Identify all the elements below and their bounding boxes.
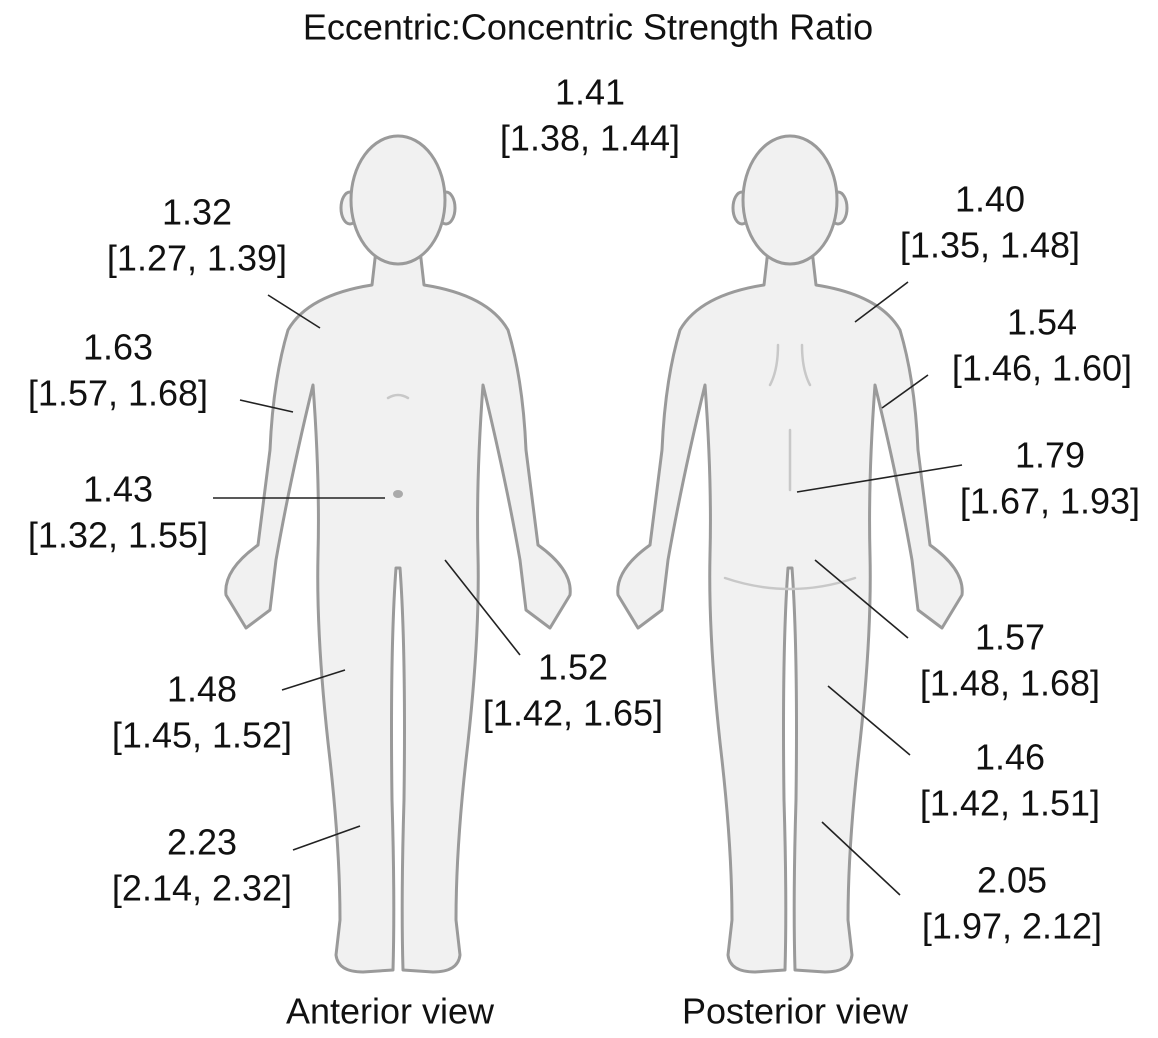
ratio-value: 1.40 bbox=[955, 179, 1025, 220]
ratio-value: 1.41 bbox=[555, 72, 625, 113]
ratio-value: 1.54 bbox=[1007, 302, 1077, 343]
ratio-ci: [1.32, 1.55] bbox=[28, 515, 208, 556]
ratio-ci: [1.67, 1.93] bbox=[960, 481, 1140, 522]
view-label: Posterior view bbox=[682, 991, 909, 1032]
ratio-value: 2.23 bbox=[167, 822, 237, 863]
ratio-value: 1.79 bbox=[1015, 435, 1085, 476]
ratio-value: 1.48 bbox=[167, 669, 237, 710]
ratio-ci: [1.48, 1.68] bbox=[920, 663, 1100, 704]
ratio-value: 1.32 bbox=[162, 192, 232, 233]
ratio-ci: [1.46, 1.60] bbox=[952, 348, 1132, 389]
ratio-ci: [1.57, 1.68] bbox=[28, 373, 208, 414]
title: Eccentric:Concentric Strength Ratio bbox=[303, 7, 873, 48]
body-details bbox=[386, 343, 857, 591]
ratio-value: 1.57 bbox=[975, 617, 1045, 658]
ratio-ci: [1.27, 1.39] bbox=[107, 238, 287, 279]
ratio-value: 2.05 bbox=[977, 860, 1047, 901]
ratio-ci: [1.45, 1.52] bbox=[112, 715, 292, 756]
ratio-ci: [1.38, 1.44] bbox=[500, 118, 680, 159]
navel bbox=[393, 490, 403, 498]
ratio-value: 1.52 bbox=[538, 647, 608, 688]
view-label: Anterior view bbox=[286, 991, 495, 1032]
ratio-value: 1.46 bbox=[975, 737, 1045, 778]
ratio-value: 1.43 bbox=[83, 469, 153, 510]
ratio-value: 1.63 bbox=[83, 327, 153, 368]
ratio-ci: [1.42, 1.51] bbox=[920, 783, 1100, 824]
leader-lines bbox=[213, 281, 963, 896]
ratio-ci: [1.97, 2.12] bbox=[922, 906, 1102, 947]
ratio-ci: [1.42, 1.65] bbox=[483, 693, 663, 734]
ratio-ci: [2.14, 2.32] bbox=[112, 868, 292, 909]
ratio-ci: [1.35, 1.48] bbox=[900, 225, 1080, 266]
